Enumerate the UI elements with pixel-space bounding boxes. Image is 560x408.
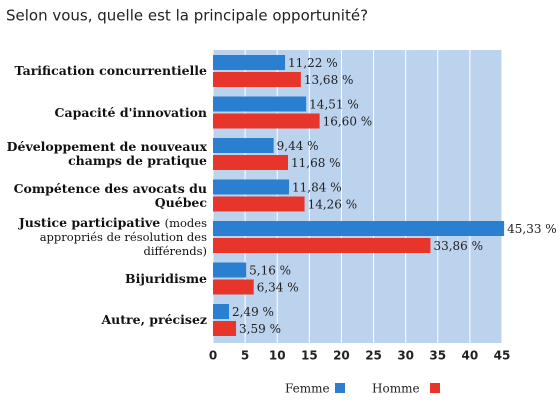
value-label: 11,68 % xyxy=(291,156,341,170)
legend-label: Femme xyxy=(285,382,330,396)
category-label: Développement de nouveaux champs de prat… xyxy=(6,139,207,168)
bar xyxy=(213,238,431,253)
value-label: 13,68 % xyxy=(304,73,354,87)
category-label: Compétence des avocats du Québec xyxy=(13,180,207,210)
bar xyxy=(213,304,229,319)
bar xyxy=(213,155,289,170)
bar xyxy=(213,221,505,236)
x-tick-label: 35 xyxy=(429,349,446,363)
bar xyxy=(213,179,290,195)
legend-label: Homme xyxy=(372,382,420,396)
chart-title: Selon vous, quelle est la principale opp… xyxy=(6,7,368,25)
category-label: Bijuridisme xyxy=(125,270,207,286)
x-tick-label: 5 xyxy=(241,349,249,363)
value-label: 11,22 % xyxy=(288,56,338,70)
value-label: 33,86 % xyxy=(433,239,483,253)
value-label: 45,33 % xyxy=(507,222,557,236)
x-tick-label: 25 xyxy=(365,349,382,363)
legend-swatch xyxy=(430,383,440,393)
bar xyxy=(213,279,254,295)
bar xyxy=(213,72,301,87)
bar xyxy=(213,321,237,336)
value-label: 11,84 % xyxy=(292,181,342,195)
x-tick-label: 45 xyxy=(494,349,511,363)
value-label: 9,44 % xyxy=(277,139,319,153)
x-tick-label: 0 xyxy=(209,349,217,363)
x-tick-label: 20 xyxy=(333,349,350,363)
category-label: Capacité d'innovation xyxy=(54,104,207,120)
bar xyxy=(213,113,320,129)
category-label: Justice participative (modes appropriés … xyxy=(18,215,207,259)
value-label: 14,26 % xyxy=(308,198,358,212)
bar xyxy=(213,262,247,278)
x-tick-label: 15 xyxy=(301,349,318,363)
category-label: Tarification concurrentielle xyxy=(14,63,207,78)
value-label: 5,16 % xyxy=(249,264,291,278)
value-label: 2,49 % xyxy=(232,305,274,319)
x-tick-label: 30 xyxy=(397,349,414,363)
value-label: 3,59 % xyxy=(239,322,281,336)
bar xyxy=(213,196,305,212)
x-tick-label: 40 xyxy=(462,349,479,363)
bar xyxy=(213,55,286,70)
bar xyxy=(213,96,307,112)
bar xyxy=(213,138,274,153)
x-tick-label: 10 xyxy=(269,349,286,363)
value-label: 16,60 % xyxy=(323,115,373,129)
value-label: 14,51 % xyxy=(309,98,359,112)
legend-swatch xyxy=(335,383,345,393)
category-label: Autre, précisez xyxy=(101,312,207,327)
value-label: 6,34 % xyxy=(257,281,299,295)
